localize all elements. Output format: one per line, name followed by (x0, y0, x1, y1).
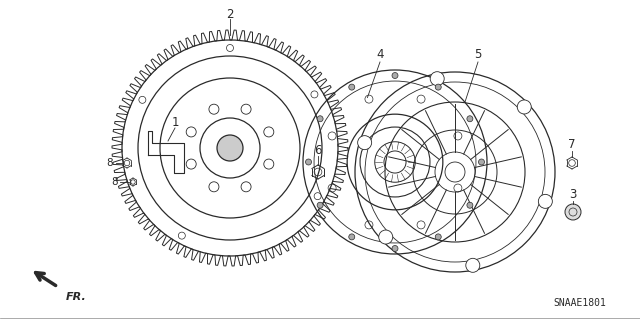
Text: 5: 5 (474, 48, 482, 62)
Circle shape (538, 194, 552, 208)
Circle shape (467, 202, 473, 208)
Text: 2: 2 (227, 8, 234, 20)
Circle shape (349, 234, 355, 240)
Circle shape (305, 159, 312, 165)
Text: 8: 8 (107, 158, 113, 168)
Text: 1: 1 (172, 115, 179, 129)
Circle shape (466, 258, 480, 272)
Circle shape (349, 84, 355, 90)
Text: 6: 6 (314, 144, 322, 157)
Circle shape (479, 159, 484, 165)
Circle shape (355, 72, 555, 272)
Circle shape (392, 246, 398, 251)
Circle shape (303, 70, 487, 254)
Circle shape (317, 202, 323, 208)
Circle shape (517, 100, 531, 114)
Circle shape (112, 30, 348, 266)
Text: 7: 7 (568, 138, 576, 152)
Circle shape (565, 204, 581, 220)
Circle shape (430, 72, 444, 86)
Text: SNAAE1801: SNAAE1801 (554, 298, 607, 308)
Text: 4: 4 (376, 48, 384, 62)
Circle shape (217, 135, 243, 161)
Circle shape (392, 72, 398, 78)
Text: FR.: FR. (66, 292, 87, 302)
Text: 8: 8 (112, 177, 118, 187)
Circle shape (467, 116, 473, 122)
Circle shape (379, 230, 393, 244)
Circle shape (358, 136, 372, 150)
Circle shape (317, 116, 323, 122)
Circle shape (435, 84, 441, 90)
Circle shape (435, 234, 441, 240)
Text: 3: 3 (570, 189, 577, 202)
